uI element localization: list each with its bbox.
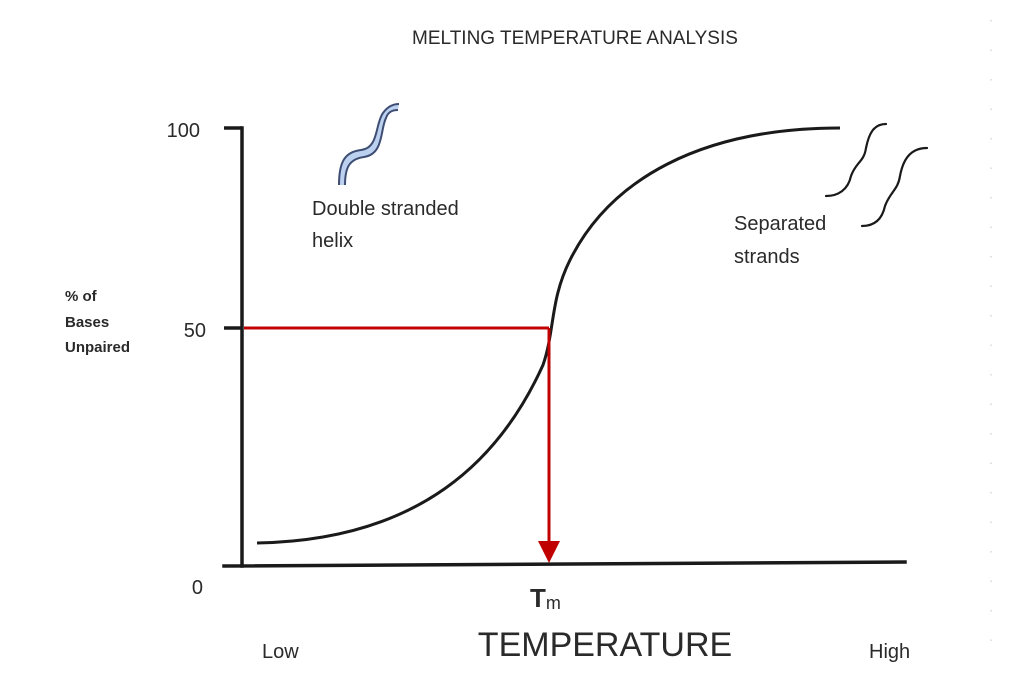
x-high-label: High <box>869 641 910 663</box>
double-helix-label-line-1: Double stranded <box>312 198 459 220</box>
y-tick-label-0: 0 <box>192 577 203 599</box>
tm-symbol: T <box>530 583 546 613</box>
x-low-label: Low <box>262 641 299 663</box>
separated-label-line-2: strands <box>734 246 800 268</box>
separated-label-line-1: Separated <box>734 213 826 235</box>
double-strand-icon <box>338 103 400 186</box>
page-edge-dots <box>990 20 992 666</box>
double-strand-icon-strand-a <box>338 103 400 186</box>
y-axis-label: % of Bases Unpaired <box>65 288 130 356</box>
x-axis-title: TEMPERATURE <box>478 626 732 664</box>
x-axis-line <box>222 560 907 568</box>
melting-curve <box>256 126 841 545</box>
separated-strand-a <box>824 122 888 198</box>
tm-label: Tm <box>530 583 561 613</box>
y-axis-label-line-2: Bases <box>65 314 109 331</box>
y-tick-label-100: 100 <box>167 120 200 142</box>
double-helix-label-line-2: helix <box>312 230 353 252</box>
y-axis-label-line-1: % of <box>65 288 98 305</box>
separated-strands-icon <box>824 122 929 228</box>
chart-title: MELTING TEMPERATURE ANALYSIS <box>412 28 738 49</box>
double-strand-icon-fill <box>339 104 399 185</box>
separated-strand-b <box>860 146 929 228</box>
y-tick-label-50: 50 <box>184 320 206 342</box>
tm-arrowhead <box>538 541 560 563</box>
tm-subscript: m <box>546 593 561 613</box>
y-axis-label-line-3: Unpaired <box>65 339 130 356</box>
double-strand-icon-strand-b <box>344 109 399 186</box>
